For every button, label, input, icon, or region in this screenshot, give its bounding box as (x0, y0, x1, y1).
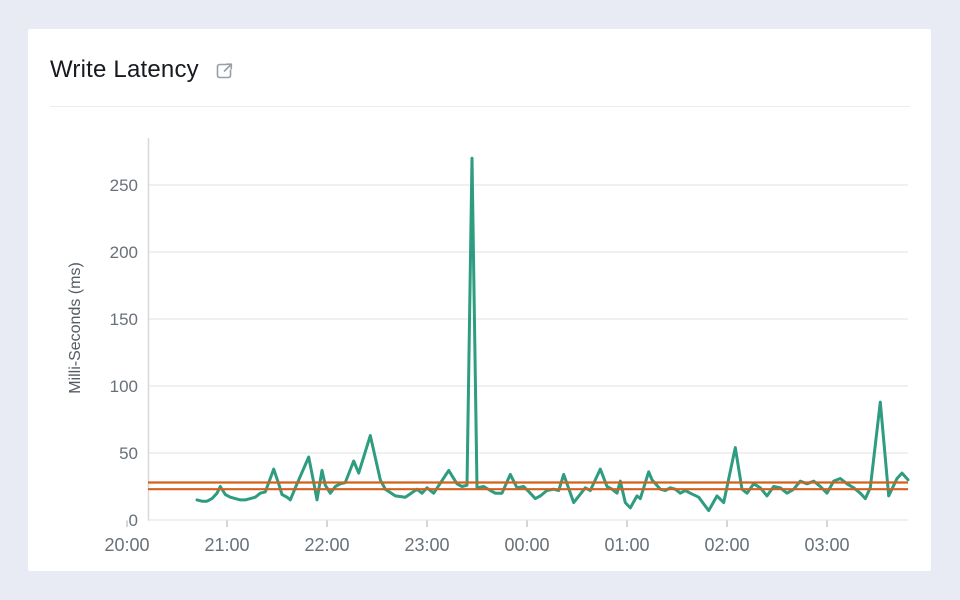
card-header: Write Latency (50, 56, 235, 84)
y-axis-label: Milli-Seconds (ms) (67, 262, 84, 394)
external-link-icon[interactable] (214, 61, 235, 82)
page-title: Write Latency (50, 56, 199, 83)
write-latency-card (28, 29, 931, 571)
header-divider (50, 106, 910, 107)
